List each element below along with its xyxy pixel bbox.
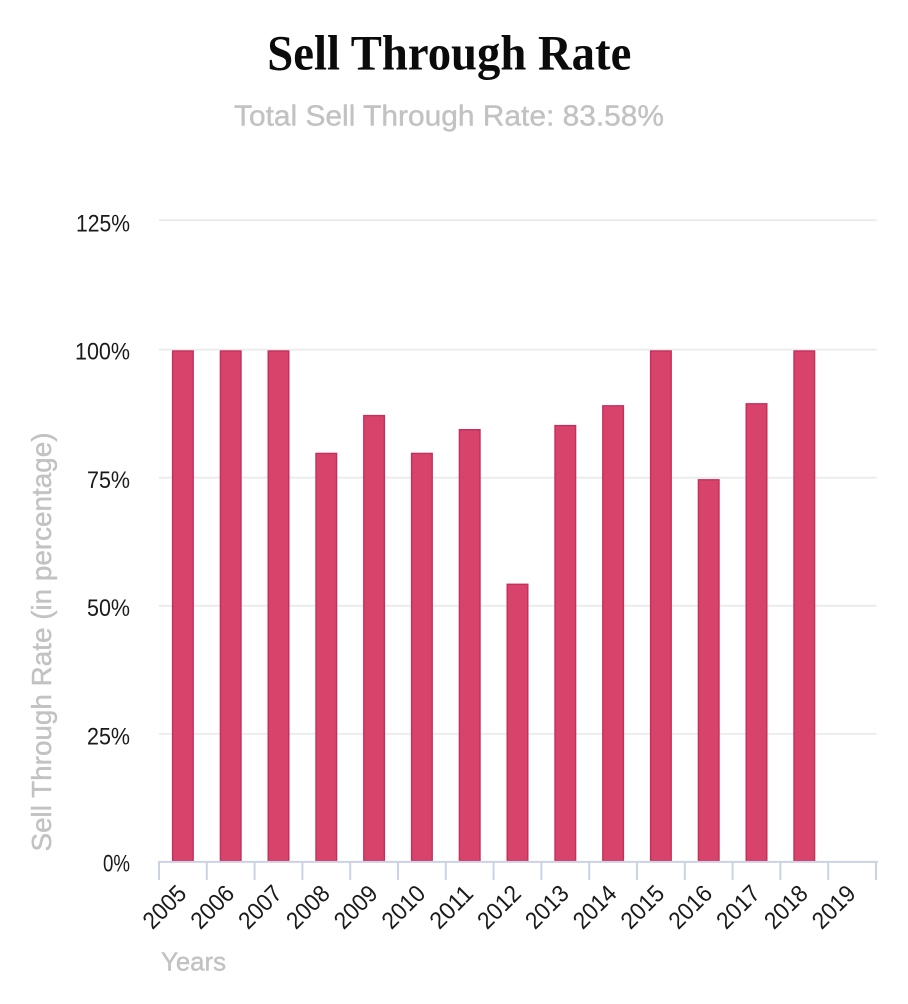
svg-text:125%: 125% [76, 211, 130, 238]
svg-text:25%: 25% [87, 723, 130, 750]
svg-text:Years: Years [161, 947, 226, 977]
svg-text:Sell Through Rate (in percenta: Sell Through Rate (in percentage) [26, 433, 57, 852]
svg-text:Sell Through Rate: Sell Through Rate [267, 25, 631, 81]
svg-text:100%: 100% [75, 339, 130, 366]
svg-text:75%: 75% [87, 467, 130, 494]
svg-text:0%: 0% [103, 851, 130, 878]
svg-text:Total Sell Through Rate: 83.58: Total Sell Through Rate: 83.58% [234, 101, 664, 133]
svg-text:50%: 50% [87, 595, 130, 622]
